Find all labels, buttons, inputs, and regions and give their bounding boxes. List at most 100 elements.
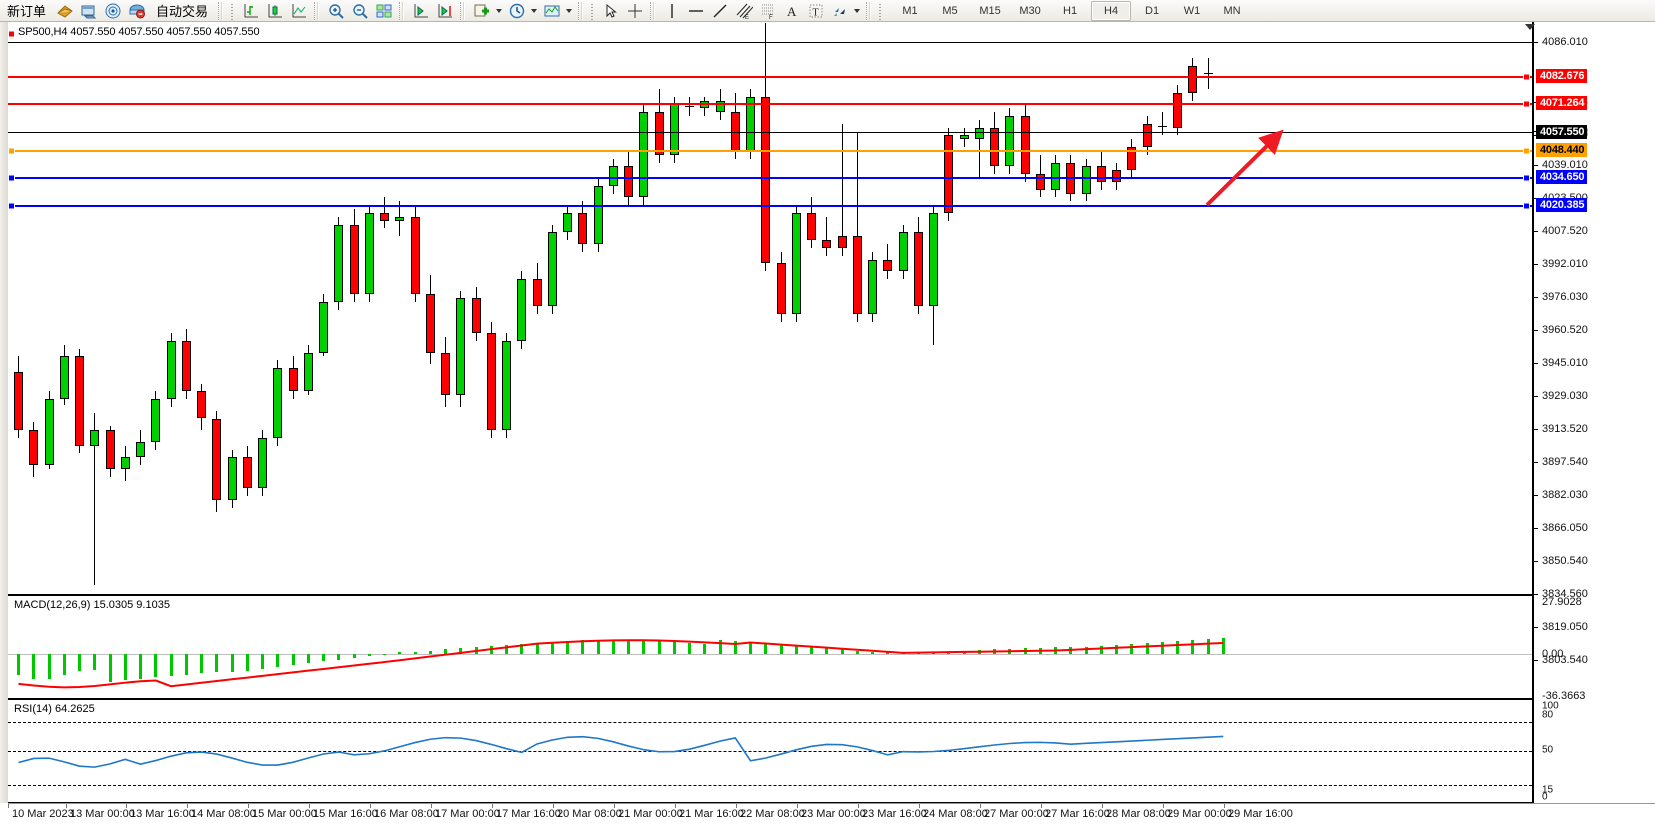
price-tag-current-price[interactable]: 4057.550 bbox=[1536, 125, 1588, 139]
tile-windows-icon[interactable] bbox=[372, 1, 396, 21]
text-box-icon[interactable]: T bbox=[804, 1, 828, 21]
rsi-pane[interactable]: RSI(14) 64.2625 bbox=[8, 699, 1533, 803]
timeframe-m1[interactable]: M1 bbox=[902, 4, 918, 17]
templates-button[interactable] bbox=[540, 1, 575, 21]
price-line-handle[interactable] bbox=[1523, 73, 1530, 81]
autotrading-button[interactable]: 自动交易 bbox=[149, 1, 215, 21]
auto-scroll-icon[interactable] bbox=[433, 1, 457, 21]
time-tick bbox=[431, 804, 432, 808]
candle-body bbox=[852, 236, 862, 314]
add-indicator-button[interactable] bbox=[470, 1, 505, 21]
toolbar-grip[interactable] bbox=[878, 1, 886, 20]
equidistant-channel-icon[interactable]: E bbox=[732, 1, 756, 21]
macd-bar bbox=[337, 654, 341, 660]
timeframe-d1[interactable]: D1 bbox=[1145, 4, 1160, 17]
horizontal-line-icon[interactable] bbox=[684, 1, 708, 21]
macd-bar bbox=[794, 645, 798, 654]
macd-bar bbox=[413, 651, 417, 654]
price-tag-resistance[interactable]: 4071.264 bbox=[1536, 96, 1588, 110]
price-line-handle[interactable] bbox=[8, 147, 15, 155]
timeframe-mn[interactable]: MN bbox=[1223, 4, 1241, 17]
price-line-handle[interactable] bbox=[1523, 202, 1530, 210]
shift-end-icon[interactable] bbox=[409, 1, 433, 21]
axis-label: 3960.520 bbox=[1542, 324, 1588, 336]
axis-tick bbox=[1534, 462, 1538, 463]
price-line-support[interactable] bbox=[8, 177, 1532, 179]
candlestick-chart-icon[interactable] bbox=[263, 1, 287, 21]
price-tag-resistance[interactable]: 4082.676 bbox=[1536, 69, 1588, 83]
time-label: 27 Mar 00:00 bbox=[984, 808, 1049, 820]
candle-body bbox=[44, 399, 54, 466]
candle-body bbox=[120, 457, 130, 469]
timeframe-m15[interactable]: M15 bbox=[979, 4, 1001, 17]
bar-chart-icon[interactable] bbox=[239, 1, 263, 21]
price-line-handle[interactable] bbox=[8, 30, 15, 38]
crosshair-icon[interactable] bbox=[623, 1, 647, 21]
chevron-down-icon[interactable] bbox=[496, 8, 503, 13]
arrows-button[interactable] bbox=[828, 1, 863, 21]
timeframe-w1[interactable]: W1 bbox=[1183, 4, 1201, 17]
chevron-down-icon[interactable] bbox=[531, 8, 538, 13]
new-order-button[interactable]: 新订单 bbox=[0, 1, 53, 21]
trendline-icon[interactable] bbox=[708, 1, 732, 21]
price-line-handle[interactable] bbox=[8, 174, 15, 182]
macd-bar bbox=[276, 654, 280, 667]
macd-bar bbox=[428, 650, 432, 654]
candle-body bbox=[517, 278, 527, 341]
cursor-icon[interactable] bbox=[599, 1, 623, 21]
zoom-in-icon[interactable] bbox=[324, 1, 348, 21]
zoom-out-icon[interactable] bbox=[348, 1, 372, 21]
price-line-support[interactable] bbox=[8, 205, 1532, 207]
chart-scroll-indicator[interactable] bbox=[1525, 24, 1535, 30]
signals-icon[interactable] bbox=[101, 1, 125, 21]
chevron-down-icon[interactable] bbox=[854, 8, 861, 13]
price-tag-entry[interactable]: 4048.440 bbox=[1536, 143, 1588, 157]
price-line-entry[interactable] bbox=[8, 150, 1532, 152]
price-line-handle[interactable] bbox=[1523, 174, 1530, 182]
macd-bar bbox=[352, 654, 356, 658]
timeframe-h4[interactable]: H4 bbox=[1091, 0, 1132, 21]
macd-bar bbox=[444, 649, 447, 654]
toolbar-grip[interactable] bbox=[590, 1, 598, 20]
data-window-icon[interactable] bbox=[77, 1, 101, 21]
candle-body bbox=[944, 135, 954, 213]
price-line-handle[interactable] bbox=[1523, 100, 1530, 108]
macd-pane[interactable]: MACD(12,26,9) 15.0305 9.1035 bbox=[8, 595, 1533, 699]
time-axis[interactable]: 10 Mar 2023 13 Mar 00:00 13 Mar 16:00 14 Ma… bbox=[8, 803, 1655, 825]
axis-tick bbox=[1534, 264, 1538, 265]
price-grid-line bbox=[8, 132, 1532, 133]
fibonacci-icon[interactable]: F bbox=[756, 1, 780, 21]
toolbar-grip[interactable] bbox=[230, 1, 238, 20]
toolbar-separator bbox=[650, 1, 658, 20]
text-label-icon[interactable]: A bbox=[780, 1, 804, 21]
price-tag-support[interactable]: 4034.650 bbox=[1536, 170, 1588, 184]
axis-label: 3803.540 bbox=[1542, 654, 1588, 666]
candle-body bbox=[1112, 170, 1121, 182]
candle-wick bbox=[94, 412, 96, 586]
period-separator-button[interactable] bbox=[505, 1, 540, 21]
line-chart-icon[interactable] bbox=[287, 1, 311, 21]
candle-body bbox=[288, 368, 298, 392]
price-tag-support[interactable]: 4020.385 bbox=[1536, 198, 1588, 212]
price-line-resistance[interactable] bbox=[8, 103, 1532, 105]
toolbar-separator bbox=[460, 1, 468, 20]
timeframe-m5[interactable]: M5 bbox=[942, 4, 958, 17]
expert-advisors-icon[interactable] bbox=[53, 1, 77, 21]
candle-body bbox=[14, 371, 23, 431]
chevron-down-icon[interactable] bbox=[566, 8, 573, 13]
price-axis[interactable]: 4086.0104071.2644057.5504054.5504039.010… bbox=[1533, 22, 1655, 803]
market-icon[interactable] bbox=[125, 1, 149, 21]
timeframe-m30[interactable]: M30 bbox=[1019, 4, 1041, 17]
candle-body bbox=[685, 106, 694, 108]
candle-body bbox=[197, 391, 206, 419]
time-tick bbox=[980, 804, 981, 808]
timeframe-h1[interactable]: H1 bbox=[1063, 4, 1078, 17]
price-line-resistance[interactable] bbox=[8, 76, 1532, 78]
candle-wick bbox=[384, 197, 385, 229]
vertical-line-icon[interactable] bbox=[660, 1, 684, 21]
price-line-handle[interactable] bbox=[8, 202, 15, 210]
price-pane[interactable]: SP500,H4 4057.550 4057.550 4057.550 4057… bbox=[8, 22, 1533, 595]
macd-bar bbox=[32, 654, 36, 679]
price-line-handle[interactable] bbox=[1523, 147, 1530, 155]
autotrading-label: 自动交易 bbox=[156, 4, 209, 19]
